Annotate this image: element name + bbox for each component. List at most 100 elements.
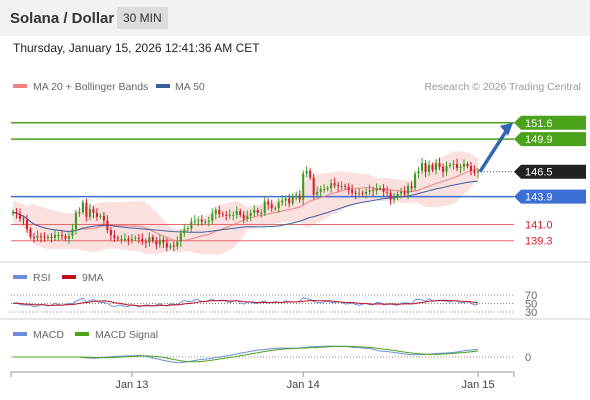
level-labels: 151.6 149.9 146.5 143.9 141.0 139.3: [514, 115, 586, 248]
x-tick-label-jan-15: Jan 15: [461, 379, 494, 391]
bollinger-band-area: [13, 151, 478, 255]
candle-body: [78, 211, 81, 213]
rsi-ma-legend-label: 9MA: [82, 272, 104, 284]
candle-body: [459, 166, 462, 168]
macd-legend-swatch: [13, 332, 27, 336]
level-label-149.9: 149.9: [525, 134, 553, 146]
level-tag-146.5: [514, 164, 586, 179]
x-tick-label-jan-13: Jan 13: [115, 379, 148, 391]
candle-body: [11, 211, 15, 214]
candle-body: [113, 234, 116, 238]
candle-body: [200, 219, 203, 222]
candle-body: [99, 215, 102, 217]
candle-body: [239, 211, 242, 215]
ma50-line: [12, 180, 479, 233]
candle-body: [169, 245, 172, 248]
x-tick-label-jan-14: Jan 14: [287, 379, 320, 391]
candle-body: [302, 173, 305, 200]
candle-body: [137, 237, 140, 239]
candle-body: [365, 191, 368, 194]
interval-button[interactable]: 30 MIN: [117, 7, 168, 29]
bollinger-bands: [13, 151, 478, 255]
candle-body: [60, 234, 63, 236]
candle-body: [85, 202, 88, 217]
candle-body: [455, 164, 459, 168]
rsi-legend-label: RSI: [33, 272, 51, 284]
moving-averages: [12, 168, 479, 242]
candle-body: [67, 235, 70, 239]
ma20-legend-label: MA 20 + Bollinger Bands: [33, 81, 148, 93]
candle-body: [179, 233, 182, 242]
candle-body: [74, 212, 77, 230]
macd-signal-legend-swatch: [75, 332, 89, 336]
candle-body: [337, 185, 340, 187]
candle-body: [158, 239, 161, 245]
level-tag-143.9: [514, 189, 586, 204]
candle-body: [295, 195, 298, 197]
candle-body: [333, 183, 336, 186]
candle-body: [389, 192, 392, 200]
candle-body: [246, 215, 249, 219]
candle-body: [288, 198, 291, 204]
candle-body: [225, 214, 228, 216]
candle-body: [316, 191, 319, 195]
candle-body: [25, 219, 29, 230]
candle-body: [386, 191, 389, 193]
candle-body: [172, 245, 175, 247]
candle-body: [312, 177, 315, 195]
candle-body: [267, 201, 270, 205]
candle-body: [445, 165, 448, 172]
candle-body: [284, 198, 287, 201]
candle-body: [309, 170, 312, 178]
candle-body: [218, 210, 221, 214]
candle-body: [347, 187, 350, 190]
candle-body: [431, 164, 434, 170]
candle-body: [235, 211, 238, 215]
candle-body: [211, 213, 214, 221]
x-axis: Jan 13 Jan 14 Jan 15: [10, 372, 515, 391]
projection-arrow: [478, 122, 513, 173]
candle-body: [88, 209, 91, 217]
candle-body: [354, 192, 357, 194]
candlesticks: [11, 157, 480, 252]
candle-body: [393, 197, 396, 200]
candle-body: [53, 234, 56, 238]
candle-body: [186, 228, 189, 230]
candle-body: [358, 192, 361, 194]
candle-body: [127, 238, 130, 240]
candle-body: [15, 211, 18, 214]
level-tag-151.6: [514, 115, 586, 130]
candle-body: [270, 204, 273, 209]
level-label-139.3: 139.3: [525, 236, 553, 248]
candle-body: [438, 163, 441, 167]
projection-arrow-head: [500, 122, 513, 136]
candle-body: [428, 164, 431, 172]
candle-body: [102, 215, 105, 221]
candle-body: [344, 186, 347, 188]
instrument-title: Solana / Dollar: [10, 10, 115, 27]
candle-body: [130, 238, 133, 240]
rsi-ma-line: [12, 299, 479, 307]
candle-body: [476, 171, 480, 173]
candle-body: [43, 236, 46, 238]
candle-body: [403, 191, 406, 194]
candle-body: [32, 236, 36, 238]
credit-label: Research © 2026 Trading Central: [424, 81, 581, 93]
candle-body: [462, 164, 466, 167]
candle-body: [421, 163, 424, 171]
level-label-141.0: 141.0: [525, 219, 553, 231]
candle-body: [39, 235, 43, 237]
candle-body: [414, 173, 417, 189]
rsi-legend-swatch: [13, 275, 27, 279]
candle-body: [123, 238, 126, 240]
candle-body: [326, 188, 329, 190]
candle-body: [92, 209, 95, 213]
level-label-143.9: 143.9: [525, 192, 553, 204]
candle-body: [277, 202, 280, 209]
candle-body: [141, 238, 144, 242]
candle-body: [382, 188, 385, 192]
candle-body: [281, 200, 284, 203]
candle-body: [109, 230, 112, 235]
